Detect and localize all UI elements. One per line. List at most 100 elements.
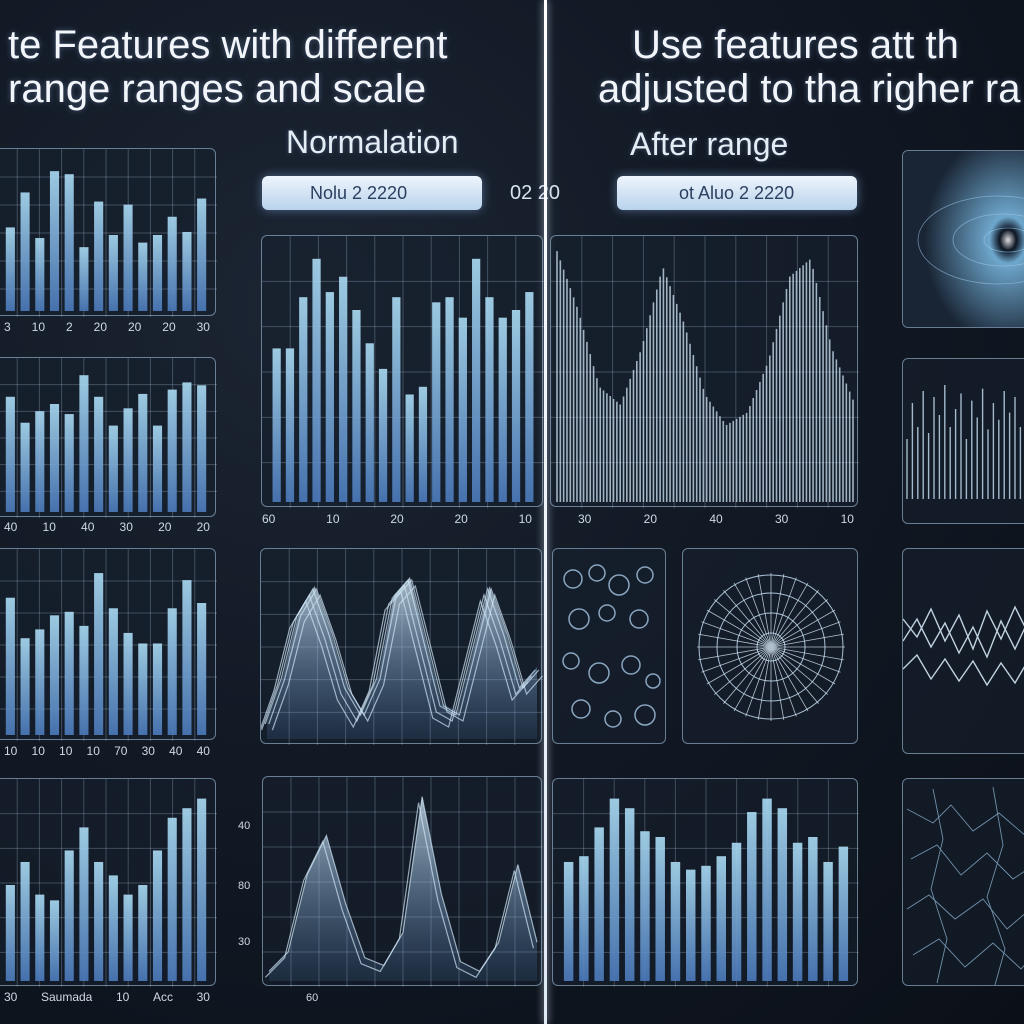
spoke-mark [698,646,772,661]
tick-label: Acc [152,990,173,1004]
bar-mark [511,310,521,502]
spoke-mark [770,582,809,648]
main-bar-panel [261,235,544,508]
bar-mark [731,842,742,981]
bar-mark [762,798,772,981]
line-mark [271,584,543,731]
bar-mark [365,343,374,502]
main-right-ticks: 30 20 40 30 10 [578,512,854,526]
tick-label: 10 [840,512,854,526]
bar-mark [485,297,494,502]
bar-mark [49,615,60,735]
left-ticks-3: 10 10 10 10 70 30 40 40 [4,744,210,758]
tick-label: 20 [454,512,468,526]
spoke-mark [770,646,844,661]
tick-label: 10 [4,744,18,758]
spoke-mark [757,646,772,720]
bar-mark [563,861,574,981]
tick-label: 10 [326,512,340,526]
radial-graphic [697,573,845,721]
bar-mark [64,174,74,311]
bar-mark [138,885,148,981]
after-range-subheading: After range [630,126,789,162]
bar-mark [392,297,401,502]
main-wave-chart [551,236,859,508]
main-wave-panel [550,235,859,508]
spoke-mark [706,609,772,648]
right-heading-line1: Use features att th [632,23,959,67]
tick-label: 30 [4,990,18,1004]
bar-mark [35,238,45,311]
bottom-side-tick-2: 80 [238,880,251,892]
bar-mark [525,292,534,502]
left-heading-line1: te Features with different [8,23,448,67]
tick-label: 30 [119,520,133,534]
right-spike-panel [902,358,1024,524]
bar-mark [35,629,45,735]
bar-mark [445,297,454,502]
bar-mark [123,408,133,512]
tick-label: 40 [81,520,95,534]
tick-label: 10 [86,744,100,758]
spoke-mark [770,609,836,648]
peak-area-chart [263,777,543,987]
spoke-mark [714,646,772,695]
bar-mark [64,414,74,512]
bar-mark [167,389,177,512]
bar-mark [108,235,118,311]
spoke-mark [770,590,819,648]
tick-label: 30 [141,744,155,758]
tick-label: 30 [774,512,789,526]
spoke-mark [770,577,797,648]
tick-label: 2 [65,320,73,334]
bar-mark [94,861,104,981]
bar-mark [285,348,295,502]
normalization-input[interactable]: Nolu 2 2220 [262,176,482,210]
bar-mark [94,201,104,311]
bar-mark [312,258,321,502]
bar-mark [20,192,30,311]
bar-mark [197,385,207,512]
zigzag-graphic [903,605,1024,687]
bar-mark [94,396,104,512]
texture-panel [552,548,666,744]
bar-mark [655,837,665,981]
bar-mark [94,573,104,735]
bar-mark [5,227,15,311]
bar-mark [138,393,148,512]
tick-label: 70 [114,744,128,758]
bar-mark [182,382,192,512]
wave-area-chart [261,549,543,745]
bar-mark [808,837,818,981]
tick-label: 10 [518,512,532,526]
bar-mark [458,317,467,502]
spoke-mark [757,574,772,648]
left-bar-panel-4 [0,778,217,987]
bottom-bar-panel [552,778,859,987]
center-value-label: 02 20 [510,182,561,204]
bar-mark [152,643,163,735]
right-map-panel [902,778,1024,986]
bar-mark [138,242,148,311]
right-vortex-panel [902,150,1024,328]
bar-mark [123,894,133,981]
line-mark [264,578,536,725]
bar-mark [197,798,207,981]
tick-label: 30 [196,990,210,1004]
left-bar-chart-1 [0,149,217,317]
bar-mark [352,310,361,502]
bar-mark [747,812,757,981]
after-range-input[interactable]: ot Aluo 2 2220 [617,176,857,210]
wave-area-panel [260,548,543,745]
bar-mark [405,394,414,502]
bar-mark [299,297,308,502]
bar-mark [579,856,589,981]
bar-mark [197,198,207,311]
bar-mark [20,638,30,735]
bar-mark [138,643,148,735]
texture-graphic [562,564,661,728]
spoke-mark [714,599,772,648]
tick-label: 40 [4,520,18,534]
normalization-subheading: Normalation [286,124,459,160]
tick-label: 30 [196,320,210,334]
